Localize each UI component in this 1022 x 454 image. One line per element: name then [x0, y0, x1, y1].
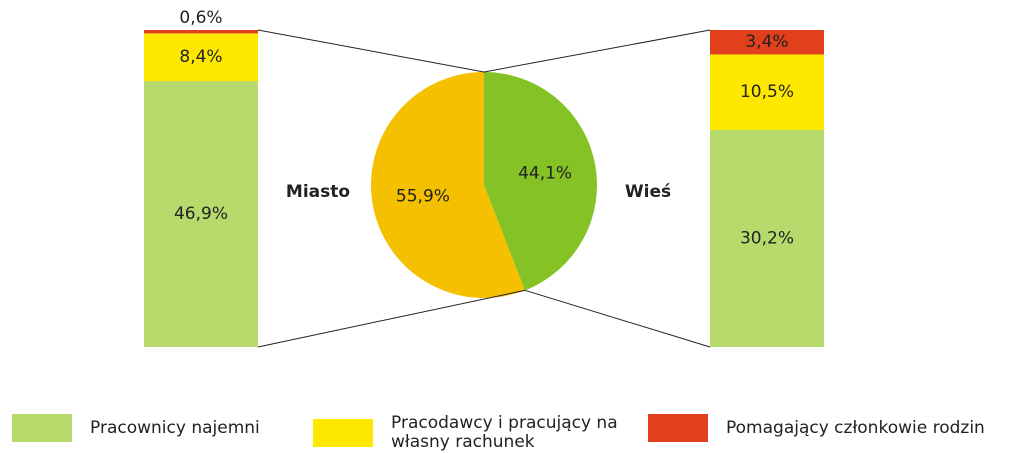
bar-segment — [710, 54, 824, 130]
legend-swatch — [12, 414, 72, 442]
bar-segment — [144, 81, 258, 347]
bar-label: 10,5% — [740, 82, 794, 102]
bar-label: 46,9% — [174, 204, 228, 224]
pie-slice — [484, 72, 597, 291]
bar-label: 30,2% — [740, 228, 794, 248]
bar-segment — [710, 129, 824, 347]
connector — [524, 289, 711, 348]
legend-label: Pracownicy najemni — [90, 417, 260, 438]
legend-item: Pomagający członkowie rodzin — [648, 414, 1022, 442]
bar-segment — [710, 30, 824, 55]
connector — [483, 29, 711, 73]
pie-label: 44,1% — [518, 164, 572, 184]
legend-swatch — [313, 419, 373, 447]
bar-label: 0,6% — [179, 8, 222, 28]
pie-slice — [371, 72, 525, 298]
bar-segment — [144, 33, 258, 82]
bar-segment — [144, 30, 258, 34]
connector — [257, 29, 485, 73]
pie-label: 55,9% — [396, 186, 450, 206]
legend-item: Pracodawcy i pracujący na własny rachune… — [313, 414, 621, 452]
legend-label: Pomagający członkowie rodzin — [726, 417, 985, 438]
legend-label: Pracodawcy i pracujący na własny rachune… — [391, 413, 618, 452]
category-label: Miasto — [286, 182, 350, 202]
connector — [257, 289, 526, 348]
legend-swatch — [648, 414, 708, 442]
bar-label: 8,4% — [179, 47, 222, 67]
legend-item: Pracownicy najemni — [12, 414, 310, 442]
bar-label: 3,4% — [745, 32, 788, 52]
category-label: Wieś — [625, 182, 671, 202]
